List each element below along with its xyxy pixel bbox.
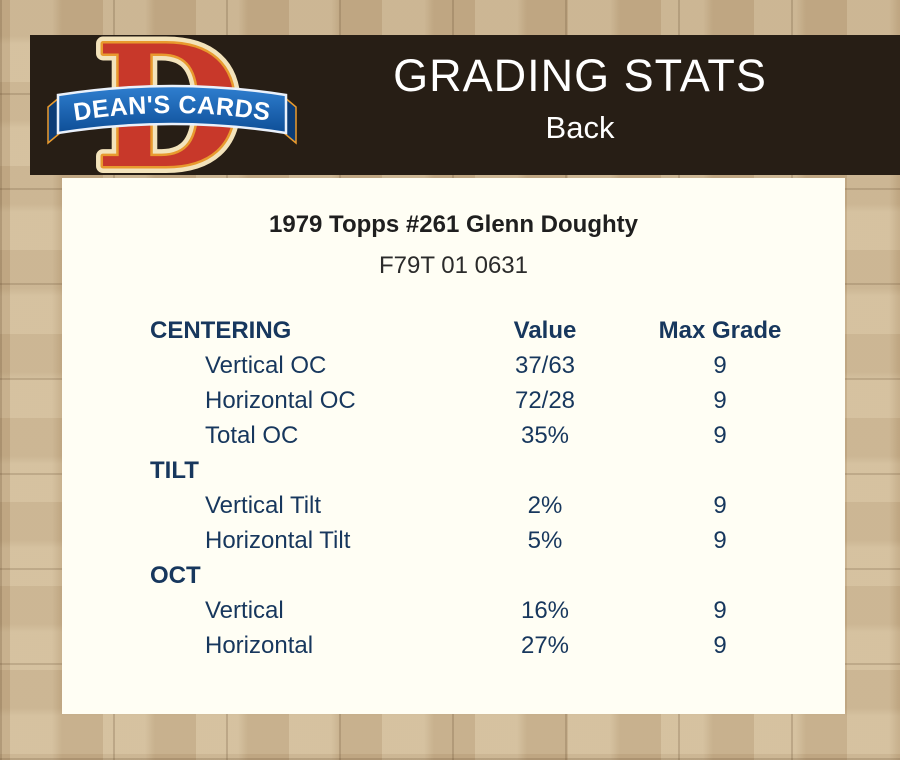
row-label: Vertical xyxy=(205,596,284,624)
row-value: 16% xyxy=(520,596,570,624)
table-header-row: CENTERING Value Max Grade xyxy=(150,313,845,348)
table-row-oct-horizontal: Horizontal 27% 9 xyxy=(150,628,845,663)
row-value: 35% xyxy=(520,421,570,449)
row-max-grade: 9 xyxy=(713,596,727,624)
row-max-grade: 9 xyxy=(713,526,727,554)
grading-panel: 1979 Topps #261 Glenn Doughty F79T 01 06… xyxy=(62,178,845,714)
card-serial-number: F79T 01 0631 xyxy=(378,252,528,279)
row-max-grade: 9 xyxy=(713,421,727,449)
row-value: 27% xyxy=(520,631,570,659)
section-label: TILT xyxy=(150,456,199,484)
deans-cards-logo-graphic: D D DEAN'S CARDS xyxy=(47,1,297,213)
header-text: GRADING STATS Back xyxy=(290,51,870,146)
table-row-horizontal-tilt: Horizontal Tilt 5% 9 xyxy=(150,523,845,558)
table-row-vertical-tilt: Vertical Tilt 2% 9 xyxy=(150,488,845,523)
row-label: Vertical OC xyxy=(205,351,327,379)
row-max-grade: 9 xyxy=(713,491,727,519)
page-title: GRADING STATS xyxy=(393,50,767,101)
grading-table: CENTERING Value Max Grade Vertical OC 37… xyxy=(150,313,845,663)
section-header-oct: OCT xyxy=(150,558,845,593)
deans-cards-logo: D D DEAN'S CARDS xyxy=(46,1,298,213)
table-row-horizontal-oc: Horizontal OC 72/28 9 xyxy=(150,383,845,418)
page-subtitle: Back xyxy=(545,109,615,145)
row-label: Horizontal OC xyxy=(205,386,356,414)
row-label: Horizontal xyxy=(205,631,314,659)
ribbon-banner xyxy=(56,84,288,135)
column-header-centering: CENTERING xyxy=(150,316,292,344)
column-header-max-grade: Max Grade xyxy=(658,316,782,344)
row-max-grade: 9 xyxy=(713,351,727,379)
table-row-oct-vertical: Vertical 16% 9 xyxy=(150,593,845,628)
row-max-grade: 9 xyxy=(713,386,727,414)
row-label: Horizontal Tilt xyxy=(205,526,351,554)
row-label: Total OC xyxy=(205,421,299,449)
row-value: 72/28 xyxy=(514,386,576,414)
section-header-tilt: TILT xyxy=(150,453,845,488)
row-value: 37/63 xyxy=(514,351,576,379)
header-bar: D D DEAN'S CARDS GRADING STATS Back xyxy=(30,1,900,213)
table-row-vertical-oc: Vertical OC 37/63 9 xyxy=(150,348,845,383)
column-header-value: Value xyxy=(513,316,577,344)
section-label: OCT xyxy=(150,561,201,589)
row-max-grade: 9 xyxy=(713,631,727,659)
row-label: Vertical Tilt xyxy=(205,491,322,519)
card-title: 1979 Topps #261 Glenn Doughty xyxy=(269,211,638,238)
table-row-total-oc: Total OC 35% 9 xyxy=(150,418,845,453)
row-value: 2% xyxy=(527,491,563,519)
row-value: 5% xyxy=(527,526,563,554)
